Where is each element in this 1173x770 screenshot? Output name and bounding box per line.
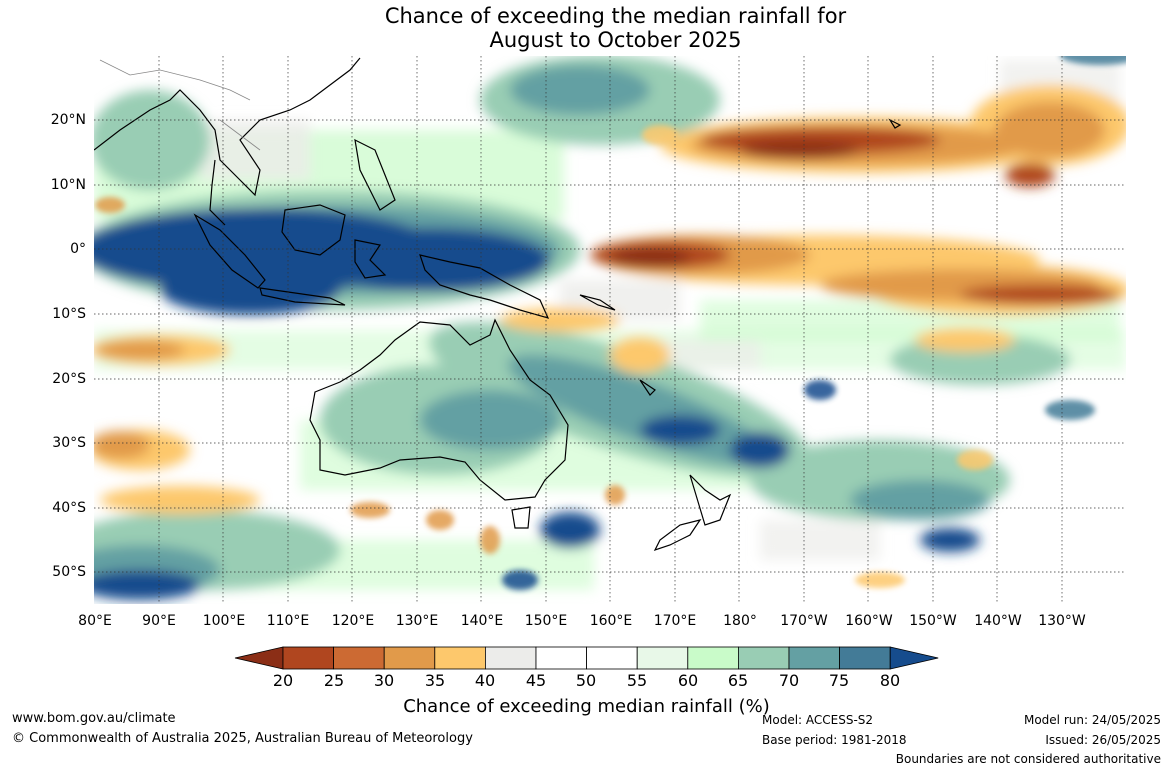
colorbar-segment xyxy=(434,646,486,670)
lon-label-140e: 140°E xyxy=(460,613,504,629)
colorbar-tick: 35 xyxy=(424,671,446,690)
colorbar-segment xyxy=(333,646,385,670)
colorbar-segment xyxy=(484,646,537,670)
disclaimer-text: Boundaries are not considered authoritat… xyxy=(895,752,1161,766)
colorbar xyxy=(234,646,939,670)
lat-label-10s: 10°S xyxy=(52,306,86,322)
colorbar-tick: 55 xyxy=(626,671,648,690)
lat-label-30s: 30°S xyxy=(52,435,86,451)
colorbar-tick: 50 xyxy=(575,671,597,690)
lon-label-80e: 80°E xyxy=(78,613,112,629)
graticule xyxy=(94,56,1126,604)
colorbar-segment xyxy=(738,646,790,670)
colorbar-tick: 80 xyxy=(879,671,901,690)
lat-label-20n: 20°N xyxy=(50,112,86,128)
colorbar-tick: 20 xyxy=(272,671,294,690)
colorbar-tick: 25 xyxy=(323,671,345,690)
colorbar-tick: 45 xyxy=(525,671,547,690)
colorbar-segment xyxy=(687,646,739,670)
colorbar-extend-low xyxy=(234,646,284,670)
colorbar-tick: 70 xyxy=(778,671,800,690)
colorbar-label: Chance of exceeding median rainfall (%) xyxy=(403,696,770,717)
lon-label-140w: 140°W xyxy=(974,613,1022,629)
colorbar-segment xyxy=(839,646,891,670)
lon-label-90e: 90°E xyxy=(142,613,176,629)
colorbar-segment xyxy=(383,646,436,670)
colorbar-tick: 75 xyxy=(828,671,850,690)
base-period-text: Base period: 1981-2018 xyxy=(762,733,907,747)
model-run-text: Model run: 24/05/2025 xyxy=(1023,713,1161,727)
coastlines xyxy=(94,57,902,552)
issued-text: Issued: 26/05/2025 xyxy=(1045,733,1161,747)
colorbar-tick: 60 xyxy=(677,671,699,690)
colorbar-segment xyxy=(586,646,638,670)
country-borders xyxy=(99,59,261,151)
lat-label-10n: 10°N xyxy=(50,177,86,193)
colorbar-tick: 30 xyxy=(373,671,395,690)
lon-label-160e: 160°E xyxy=(589,613,633,629)
lat-label-20s: 20°S xyxy=(52,371,86,387)
lon-label-170e: 170°E xyxy=(653,613,697,629)
colorbar-segment xyxy=(535,646,587,670)
colorbar-tick: 40 xyxy=(474,671,496,690)
copyright-text: © Commonwealth of Australia 2025, Austra… xyxy=(12,731,473,746)
lon-label-120e: 120°E xyxy=(331,613,375,629)
website-text: www.bom.gov.au/climate xyxy=(12,711,176,726)
lon-label-170w: 170°W xyxy=(780,613,828,629)
probability-field xyxy=(94,56,1126,604)
colorbar-segment xyxy=(282,646,334,670)
model-text: Model: ACCESS-S2 xyxy=(762,713,874,727)
lon-label-130w: 130°W xyxy=(1038,613,1086,629)
title-line-2: August to October 2025 xyxy=(489,28,742,52)
lon-label-110e: 110°E xyxy=(266,613,310,629)
lon-label-130e: 130°E xyxy=(395,613,439,629)
lon-label-100e: 100°E xyxy=(202,613,246,629)
lon-label-180: 180° xyxy=(723,613,757,629)
lat-label-50s: 50°S xyxy=(52,564,86,580)
lon-label-150e: 150°E xyxy=(524,613,568,629)
lat-label-0: 0° xyxy=(70,241,86,257)
lon-label-160w: 160°W xyxy=(845,613,893,629)
colorbar-segment xyxy=(788,646,840,670)
lon-label-150w: 150°W xyxy=(909,613,957,629)
title-line-1: Chance of exceeding the median rainfall … xyxy=(384,4,847,28)
lat-label-40s: 40°S xyxy=(52,500,86,516)
map-title: Chance of exceeding the median rainfall … xyxy=(0,4,1173,52)
colorbar-extend-high xyxy=(889,646,939,670)
colorbar-tick: 65 xyxy=(727,671,749,690)
colorbar-segment xyxy=(636,646,689,670)
